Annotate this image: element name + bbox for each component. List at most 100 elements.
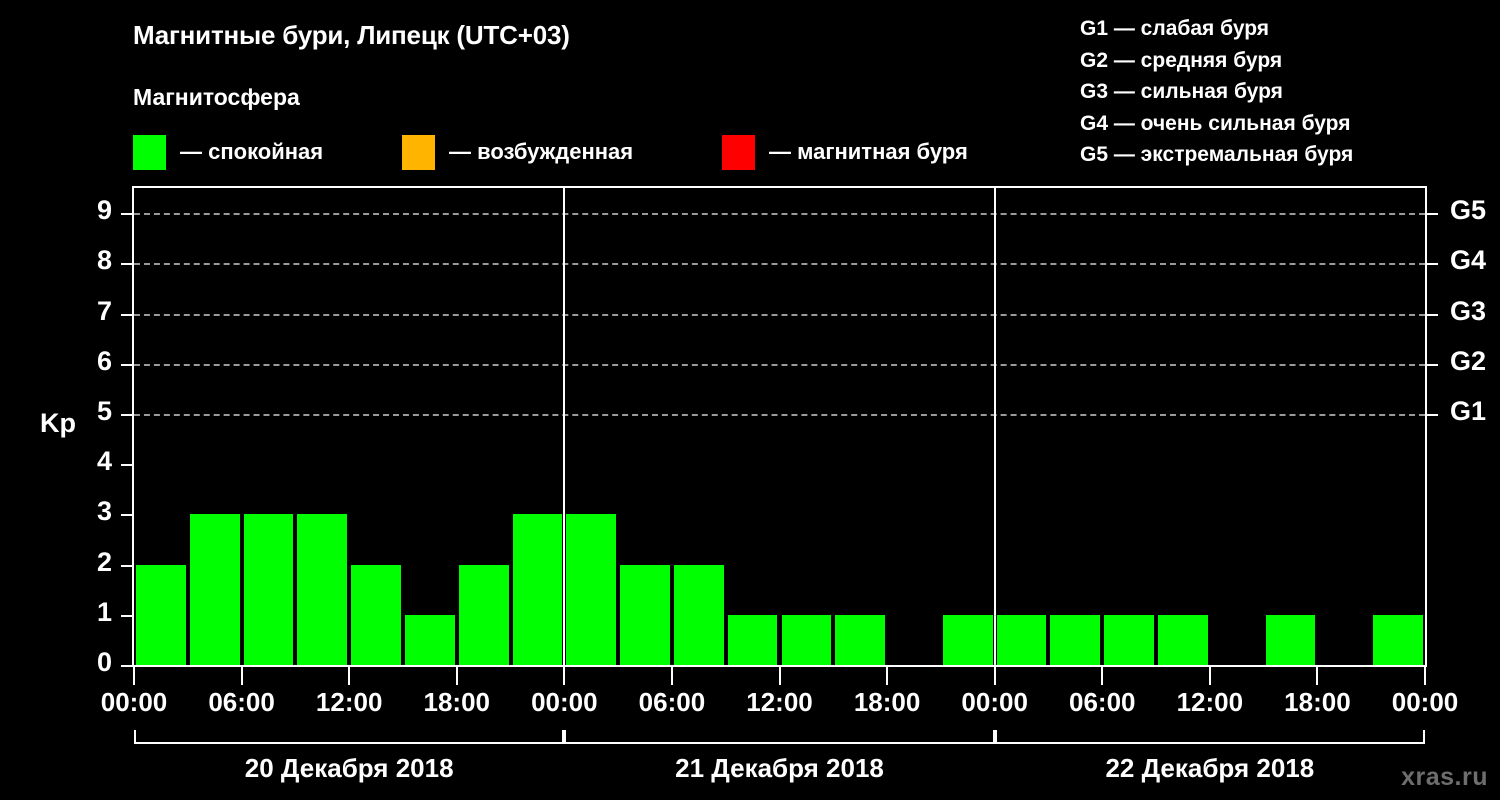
x-tick-0 <box>133 667 135 685</box>
day-label-0: 20 Декабря 2018 <box>244 753 454 783</box>
bar <box>297 514 348 665</box>
g-tick-label-G3: G3 <box>1450 295 1487 326</box>
x-tick-label-8: 00:00 <box>961 687 1028 717</box>
bar <box>351 564 401 665</box>
y-tick-label-0: 0 <box>96 647 112 677</box>
day-bracket-1 <box>564 730 995 744</box>
gridline-kp-9 <box>134 213 1425 216</box>
x-tick-label-3: 18:00 <box>423 687 491 717</box>
bar <box>1050 614 1101 665</box>
y-tick-label-1: 1 <box>96 596 112 627</box>
x-tick-label-0: 00:00 <box>100 687 168 717</box>
x-tick-label-2: 12:00 <box>315 687 383 717</box>
g-tick-G3 <box>1427 313 1438 316</box>
y-tick-6 <box>121 363 132 366</box>
x-tick-10 <box>1208 667 1211 685</box>
y-tick-label-4: 4 <box>96 446 112 477</box>
x-tick-11 <box>1316 667 1319 685</box>
x-tick-label-5: 06:00 <box>638 687 706 717</box>
g-scale-row-g3: G3 — сильная буря <box>1080 80 1283 103</box>
y-tick-5 <box>121 413 132 416</box>
bar <box>673 564 724 665</box>
x-tick-6 <box>778 667 781 685</box>
g-scale-row-g5: G5 — экстремальная буря <box>1080 143 1354 166</box>
x-tick-label-12: 00:00 <box>1391 687 1459 717</box>
x-tick-label-11: 18:00 <box>1284 687 1351 717</box>
day-bracket-2 <box>994 730 1425 744</box>
bar <box>1265 614 1316 665</box>
y-tick-label-8: 8 <box>96 245 112 276</box>
x-tick-label-10: 12:00 <box>1176 687 1244 717</box>
y-tick-label-6: 6 <box>96 345 112 376</box>
x-tick-4 <box>563 667 566 685</box>
y-tick-label-9: 9 <box>96 195 112 226</box>
g-tick-label-G1: G1 <box>1450 395 1487 426</box>
g-scale-row-g2: G2 — средняя буря <box>1080 48 1283 72</box>
y-axis-title: Kp <box>40 408 76 438</box>
legend-label-calm: — спокойная <box>180 139 324 164</box>
x-tick-9 <box>1101 667 1104 685</box>
g-tick-G5 <box>1427 213 1438 216</box>
day-bracket-0 <box>134 730 565 744</box>
bar <box>1104 614 1155 665</box>
page-title: Магнитные бури, Липецк (UTC+03) <box>133 20 570 50</box>
x-tick-label-7: 18:00 <box>853 687 921 717</box>
y-tick-9 <box>121 213 132 216</box>
legend-swatch-calm-icon <box>133 134 166 170</box>
bar <box>1158 614 1208 665</box>
bar <box>835 614 886 665</box>
x-tick-1 <box>240 667 243 685</box>
g-tick-label-G4: G4 <box>1450 245 1487 276</box>
bar <box>404 614 455 665</box>
x-tick-3 <box>455 667 458 685</box>
g-tick-label-G5: G5 <box>1450 195 1487 226</box>
bar <box>136 564 186 665</box>
bar <box>243 514 294 665</box>
y-tick-label-3: 3 <box>96 496 112 527</box>
bar <box>620 564 670 665</box>
g-tick-G2 <box>1427 363 1438 366</box>
legend-label-storm: — магнитная буря <box>769 139 968 164</box>
y-tick-3 <box>121 514 132 517</box>
x-tick-12 <box>1424 667 1426 685</box>
bar <box>996 614 1047 665</box>
bar <box>781 614 832 665</box>
y-tick-2 <box>121 564 132 567</box>
bar <box>512 514 563 665</box>
day-separator-1 <box>563 188 566 665</box>
y-tick-label-7: 7 <box>96 295 112 326</box>
g-scale-legend: G1 — слабая буря G2 — средняя буря G3 — … <box>1080 13 1490 171</box>
x-tick-label-6: 12:00 <box>746 687 813 717</box>
bar <box>458 564 509 665</box>
legend-swatch-active-icon <box>402 134 435 170</box>
y-tick-label-2: 2 <box>96 546 112 577</box>
bar <box>727 614 778 665</box>
legend-item-active: — возбужденная <box>402 134 633 170</box>
bar <box>189 514 240 665</box>
gridline-kp-7 <box>134 313 1425 316</box>
x-tick-label-1: 06:00 <box>208 687 275 717</box>
day-label-2: 22 Декабря 2018 <box>1105 753 1315 783</box>
day-separator-2 <box>993 188 996 665</box>
x-tick-label-4: 00:00 <box>531 687 598 717</box>
x-tick-8 <box>993 667 996 685</box>
x-tick-5 <box>670 667 673 685</box>
bar <box>1373 614 1423 665</box>
y-tick-7 <box>121 313 132 316</box>
x-tick-7 <box>886 667 889 685</box>
x-tick-2 <box>348 667 351 685</box>
y-tick-4 <box>121 464 132 467</box>
y-tick-8 <box>121 263 132 266</box>
site-watermark: xras.ru <box>1401 763 1488 791</box>
gridline-kp-8 <box>134 263 1425 266</box>
legend-item-calm: — спокойная <box>133 134 323 170</box>
plot-area <box>132 186 1427 667</box>
gridline-kp-5 <box>134 413 1425 416</box>
bar <box>566 514 617 665</box>
day-label-1: 21 Декабря 2018 <box>675 753 884 783</box>
bar <box>942 614 993 665</box>
g-scale-row-g1: G1 — слабая буря <box>1080 17 1270 40</box>
x-tick-label-9: 06:00 <box>1069 687 1136 717</box>
legend-swatch-storm-icon <box>722 134 755 170</box>
y-tick-1 <box>121 614 132 617</box>
